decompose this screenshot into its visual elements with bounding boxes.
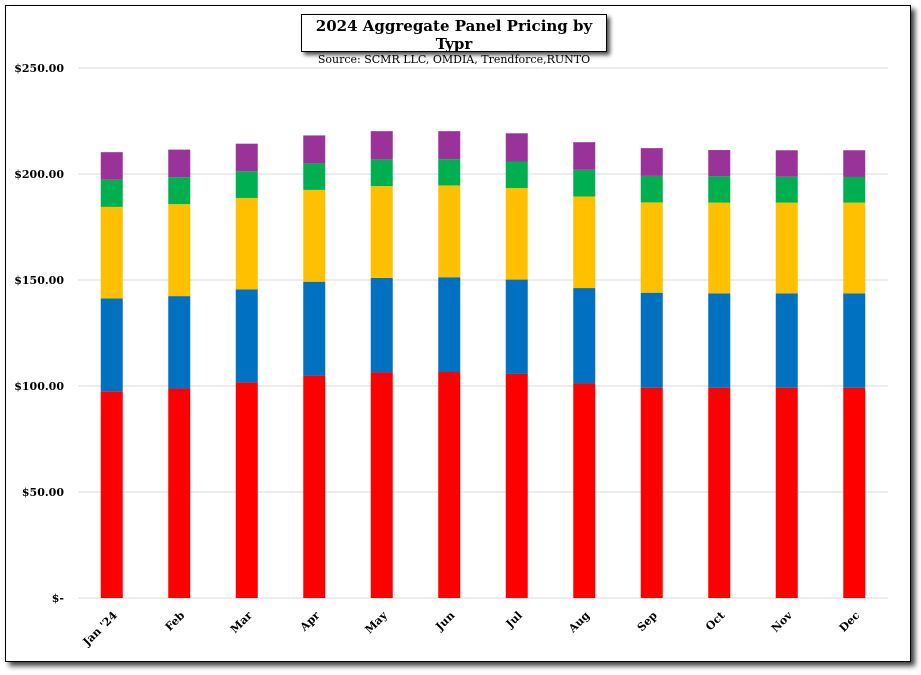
bar-segment-series-5 bbox=[640, 148, 663, 176]
bar-segment-series-3 bbox=[438, 185, 461, 278]
bar-segment-series-5 bbox=[573, 142, 596, 170]
bar-segment-series-4 bbox=[235, 171, 258, 198]
bar-segment-series-4 bbox=[505, 161, 528, 188]
x-tick-label: Apr bbox=[297, 609, 323, 635]
bar-stacks bbox=[100, 131, 866, 598]
x-tick-label: Mar bbox=[228, 609, 255, 636]
x-tick-label: Jun bbox=[432, 609, 457, 634]
bar-segment-series-4 bbox=[438, 159, 461, 186]
bar-segment-series-1 bbox=[100, 391, 123, 598]
bar-segment-series-2 bbox=[640, 292, 663, 388]
bar-segment-series-4 bbox=[775, 176, 798, 203]
bar-segment-series-4 bbox=[100, 179, 123, 207]
bar-segment-series-5 bbox=[708, 150, 731, 177]
bar-segment-series-2 bbox=[708, 293, 731, 388]
x-tick-label: Aug bbox=[565, 609, 592, 636]
bar-segment-series-1 bbox=[235, 382, 258, 598]
y-tick-label: $250.00 bbox=[14, 62, 64, 75]
bar-segment-series-3 bbox=[235, 197, 258, 290]
chart-title: 2024 Aggregate Panel Pricing by Typr bbox=[315, 17, 593, 53]
bar-segment-series-4 bbox=[303, 163, 326, 190]
x-tick-label: Sep bbox=[635, 609, 660, 634]
bar-segment-series-3 bbox=[573, 196, 596, 289]
bar-segment-series-3 bbox=[168, 204, 191, 297]
chart-title-box: 2024 Aggregate Panel Pricing by Typr Sou… bbox=[301, 14, 607, 66]
bar-segment-series-5 bbox=[775, 150, 798, 177]
y-tick-label: $50.00 bbox=[22, 486, 64, 499]
bar-segment-series-5 bbox=[505, 133, 528, 162]
y-tick-label: $200.00 bbox=[14, 168, 64, 181]
bar-segment-series-3 bbox=[100, 206, 123, 299]
bar-segment-series-4 bbox=[708, 176, 731, 203]
bar-segment-series-1 bbox=[708, 387, 731, 598]
bar-segment-series-2 bbox=[370, 277, 393, 373]
bar-segment-series-5 bbox=[843, 150, 866, 177]
bar-segment-series-5 bbox=[100, 152, 123, 180]
bar-segment-series-3 bbox=[370, 186, 393, 278]
bar-segment-series-2 bbox=[303, 281, 326, 376]
bar-segment-series-2 bbox=[505, 279, 528, 374]
bar-segment-series-1 bbox=[775, 387, 798, 598]
bar-segment-series-1 bbox=[438, 372, 461, 598]
x-tick-label: Jan '24 bbox=[80, 609, 120, 649]
bar-segment-series-4 bbox=[168, 177, 191, 205]
bar-segment-series-5 bbox=[438, 131, 461, 160]
bar-segment-series-2 bbox=[438, 277, 461, 373]
chart-subtitle: Source: SCMR LLC, OMDIA, Trendforce,RUNT… bbox=[317, 53, 591, 66]
bar-segment-series-1 bbox=[370, 372, 393, 598]
bar-segment-series-2 bbox=[573, 288, 596, 384]
bar-segment-series-1 bbox=[843, 387, 866, 598]
bar-segment-series-4 bbox=[370, 159, 393, 187]
x-tick-label: Oct bbox=[703, 608, 728, 633]
bar-segment-series-4 bbox=[843, 176, 866, 203]
bar-segment-series-5 bbox=[370, 131, 393, 160]
bar-segment-series-4 bbox=[640, 175, 663, 203]
x-tick-label: Feb bbox=[163, 609, 188, 634]
x-tick-label: Nov bbox=[769, 609, 795, 635]
bar-segment-series-1 bbox=[303, 375, 326, 598]
bar-segment-series-3 bbox=[775, 202, 798, 294]
bar-segment-series-2 bbox=[100, 298, 123, 392]
bar-segment-series-1 bbox=[168, 388, 191, 598]
x-axis-tick-labels: Jan '24 Feb Mar Apr May Jun Jul Aug Sep Oct Nov Dec bbox=[80, 608, 863, 649]
bar-segment-series-3 bbox=[505, 187, 528, 280]
y-tick-label: $- bbox=[52, 592, 64, 605]
x-tick-label: Dec bbox=[837, 609, 863, 635]
y-axis-tick-labels: $- $50.00 $100.00 $150.00 $200.00 $250.00 bbox=[14, 62, 64, 605]
bar-segment-series-1 bbox=[640, 387, 663, 598]
bar-segment-series-5 bbox=[168, 149, 191, 178]
bar-segment-series-2 bbox=[775, 293, 798, 388]
bar-segment-series-2 bbox=[235, 289, 258, 383]
bar-segment-series-5 bbox=[235, 143, 258, 172]
x-tick-label: Jul bbox=[503, 609, 525, 631]
bar-segment-series-1 bbox=[505, 373, 528, 598]
bar-segment-series-3 bbox=[843, 202, 866, 294]
bar-segment-series-1 bbox=[573, 383, 596, 598]
bar-segment-series-4 bbox=[573, 169, 596, 197]
gridlines bbox=[78, 67, 888, 599]
y-tick-label: $150.00 bbox=[14, 274, 64, 287]
bar-segment-series-2 bbox=[168, 296, 191, 389]
y-tick-label: $100.00 bbox=[14, 380, 64, 393]
bar-segment-series-3 bbox=[640, 202, 663, 293]
bar-segment-series-3 bbox=[708, 202, 731, 294]
bar-segment-series-3 bbox=[303, 189, 326, 282]
x-tick-label: May bbox=[363, 609, 391, 637]
bar-segment-series-5 bbox=[303, 135, 326, 164]
bar-segment-series-2 bbox=[843, 293, 866, 388]
